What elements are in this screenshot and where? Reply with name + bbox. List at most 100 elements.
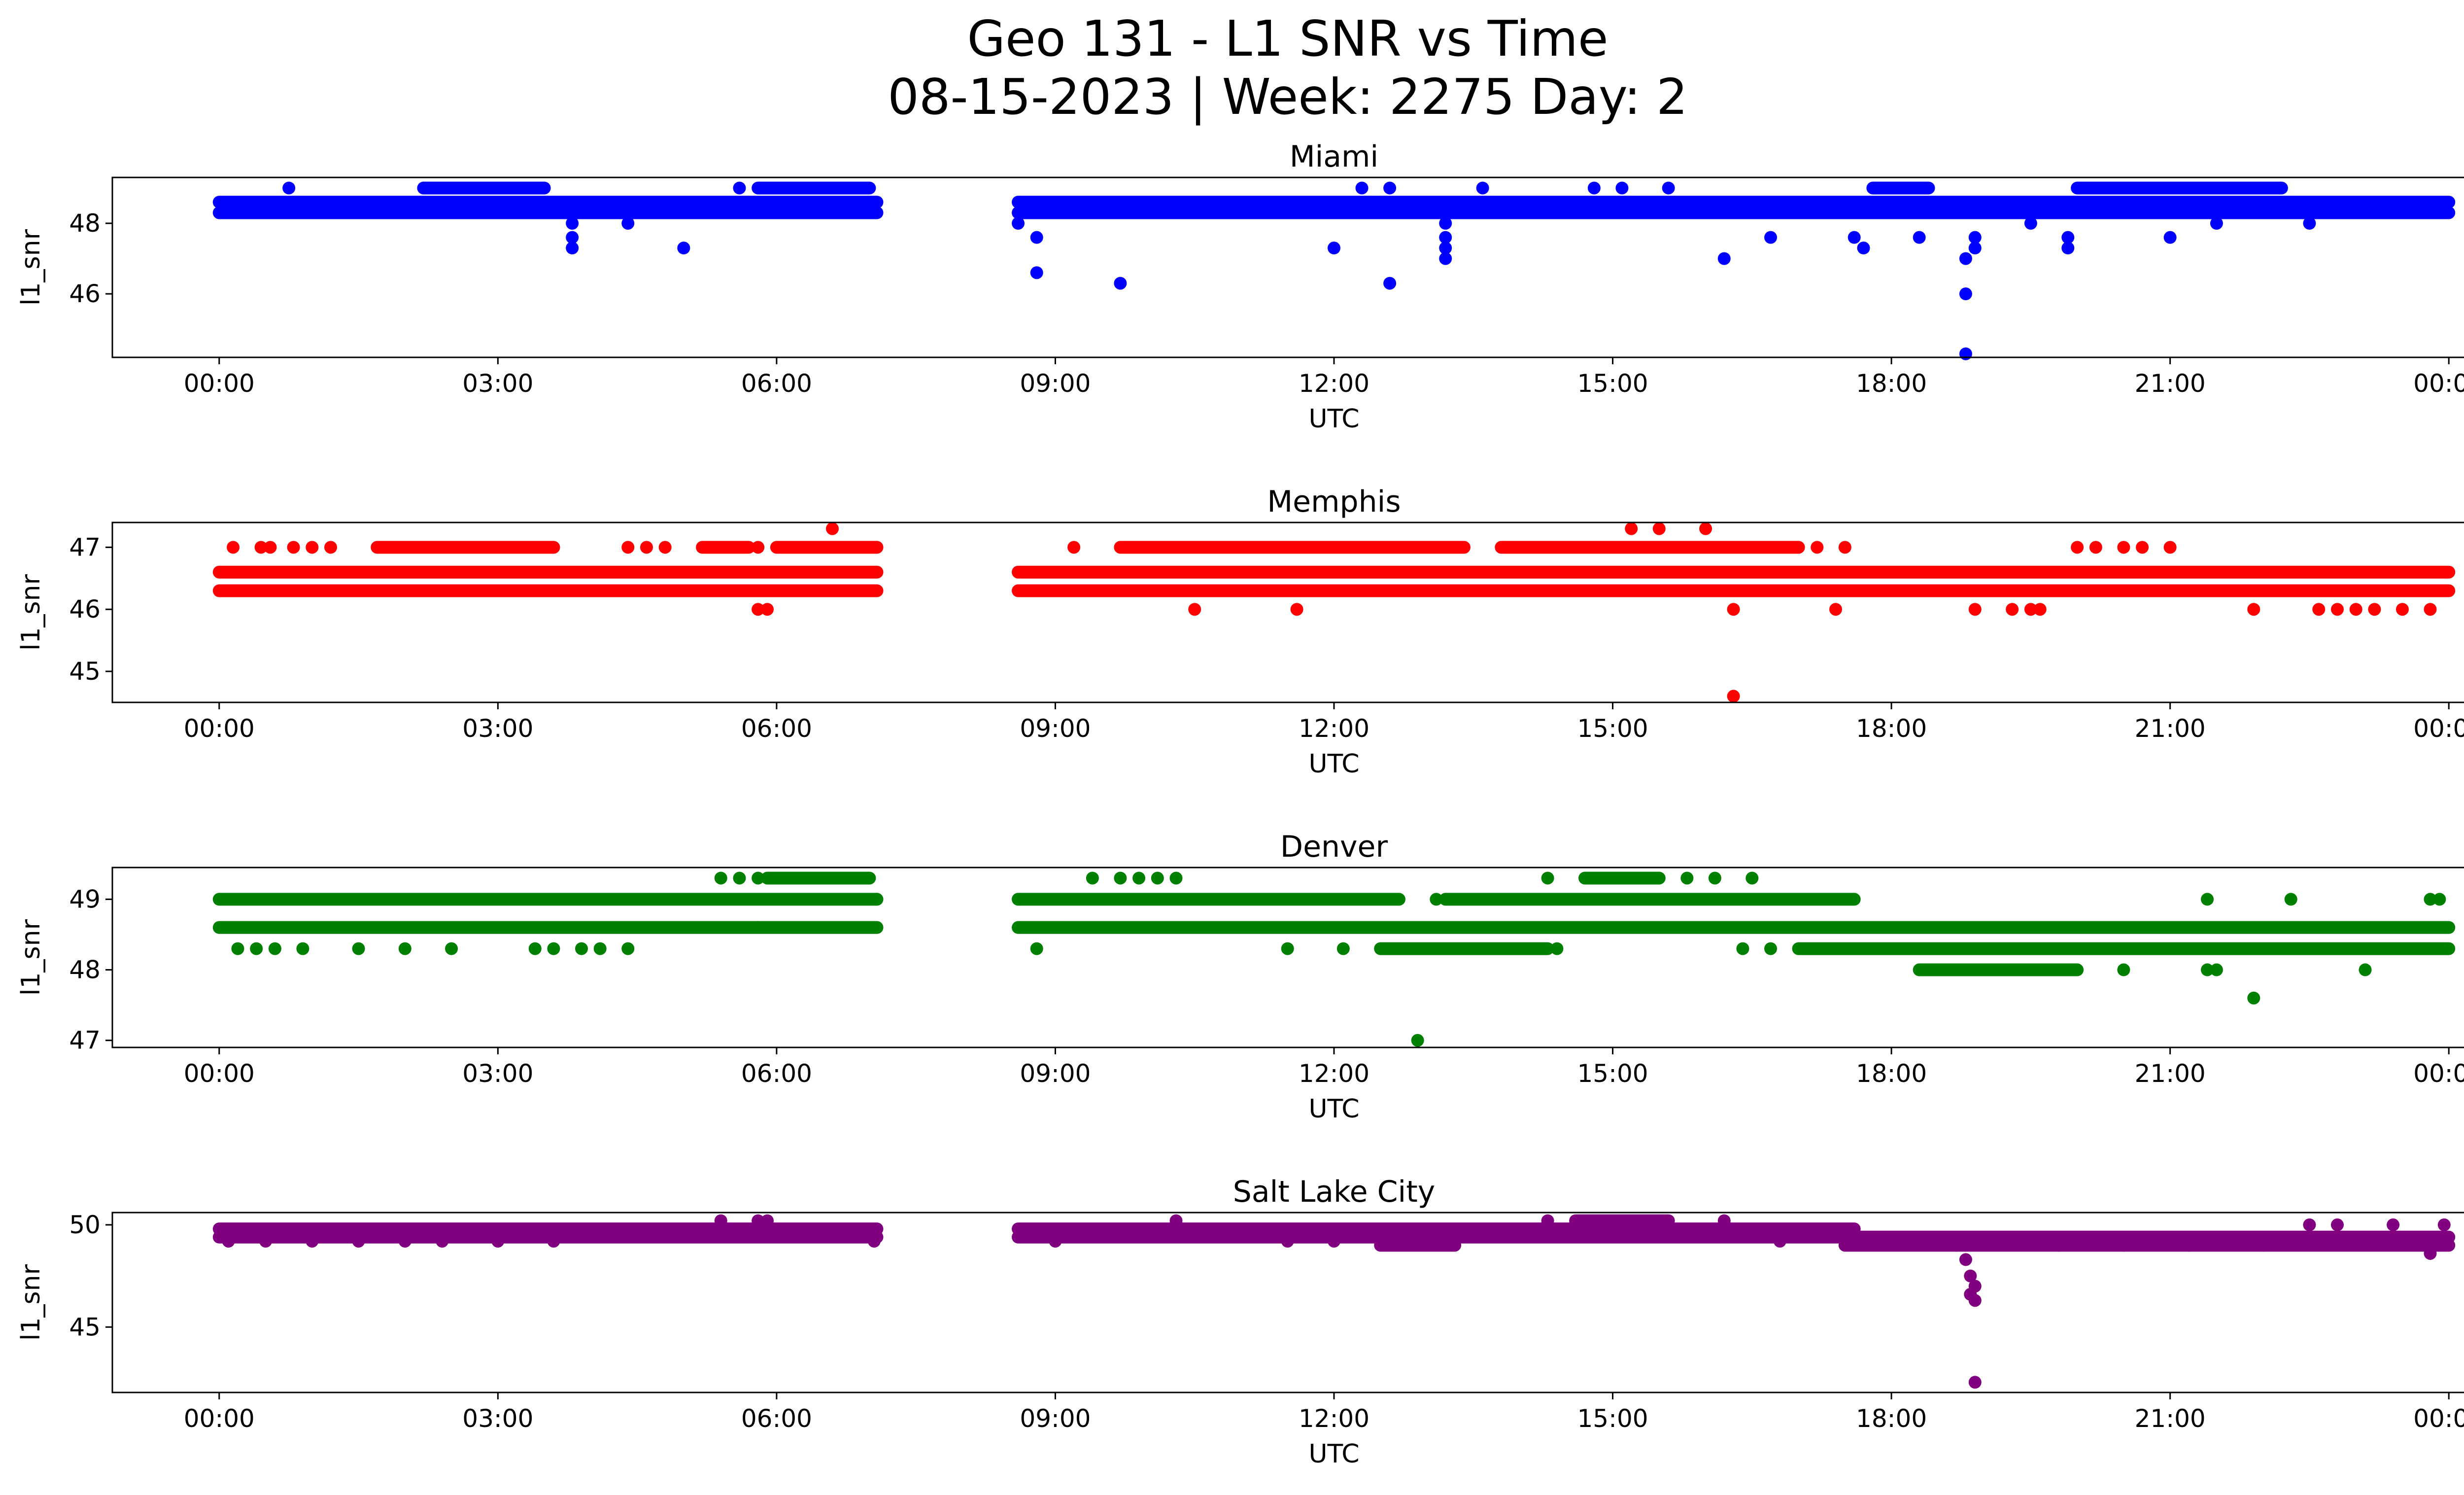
data-point [1328,242,1340,255]
data-point [1030,942,1043,955]
data-point-cluster [1374,942,1554,955]
data-point [1964,1269,1977,1283]
data-point [398,1235,411,1248]
data-point [2006,603,2019,616]
data-point [254,541,268,554]
data-point [1848,231,1861,244]
y-tick-label: 48 [69,209,101,238]
data-point [1476,181,1489,195]
y-axis-label: l1_snr [16,229,46,306]
x-axis-label: UTC [1308,1094,1359,1124]
x-tick-label: 03:00 [462,714,533,743]
data-point [2247,603,2260,616]
data-point [352,1235,365,1248]
data-point [1764,942,1778,955]
data-point [1838,541,1851,554]
data-point-cluster [1578,871,1666,885]
data-point [1959,287,1972,301]
data-point [1959,252,1972,265]
data-point [1383,277,1397,290]
data-point-cluster [1012,1222,1861,1236]
x-tick-label: 21:00 [2135,1404,2206,1433]
data-point-cluster [212,584,884,597]
x-tick-label: 15:00 [1577,714,1648,743]
data-point [1328,1235,1340,1248]
x-tick-label: 03:00 [462,369,533,398]
data-point [1281,1235,1294,1248]
data-point [1114,277,1127,290]
y-tick-label: 47 [69,533,101,561]
data-point [1541,871,1554,885]
data-point [398,942,411,955]
data-point [231,942,244,955]
y-axis-label: l1_snr [16,1264,46,1341]
x-tick-label: 18:00 [1856,369,1927,398]
x-tick-label: 12:00 [1299,369,1369,398]
data-point [835,584,848,597]
x-tick-label: 21:00 [2135,369,2206,398]
y-tick-label: 46 [69,279,101,308]
data-point [250,942,263,955]
data-point [1727,603,1740,616]
data-point [826,522,839,535]
x-tick-label: 12:00 [1299,1059,1369,1088]
data-point [1086,871,1099,885]
data-point [2061,231,2075,244]
data-point-cluster [1114,541,1471,554]
data-point [2424,893,2437,906]
data-point [306,1235,319,1248]
data-point-cluster [1012,206,2456,219]
x-tick-label: 00:00 [184,1404,255,1433]
data-point [854,584,867,597]
x-tick-label: 00:00 [2413,1404,2464,1433]
data-point [2182,1239,2195,1252]
data-point-cluster [752,181,876,195]
data-point [752,603,765,616]
data-point [445,942,458,955]
x-axis-label: UTC [1308,404,1359,434]
x-tick-label: 03:00 [462,1404,533,1433]
data-point [2330,603,2344,616]
data-point [1439,231,1452,244]
data-point [2201,963,2214,976]
data-point [436,1235,449,1248]
data-point [2396,603,2409,616]
data-point [1615,181,1629,195]
data-point [1968,1294,1982,1307]
data-point [1625,522,1638,535]
data-point [2433,893,2446,906]
data-point-cluster [1012,565,2456,579]
data-point [2424,603,2437,616]
data-point [1913,231,1926,244]
data-point [761,1214,774,1227]
x-tick-label: 18:00 [1856,714,1927,743]
data-point [352,942,365,955]
data-point [1411,1034,1424,1047]
x-axis-label: UTC [1308,749,1359,779]
data-point-cluster [212,196,884,209]
data-point [1012,217,1025,230]
data-point [2359,963,2372,976]
data-point [1764,231,1778,244]
data-point [287,541,300,554]
data-point [1439,252,1452,265]
y-axis-label: l1_snr [16,574,46,651]
x-tick-label: 21:00 [2135,1059,2206,1088]
data-point [575,942,588,955]
y-axis-label: l1_snr [16,919,46,996]
x-tick-label: 06:00 [741,1059,812,1088]
data-point [227,541,240,554]
data-point [752,871,765,885]
data-point-cluster [770,541,884,554]
data-point [1680,871,1694,885]
data-point [2437,1218,2451,1231]
data-point [1968,242,1982,255]
x-tick-label: 09:00 [1020,1059,1091,1088]
data-point [1439,217,1452,230]
data-point [779,181,792,195]
x-tick-label: 00:00 [2413,1059,2464,1088]
x-tick-label: 18:00 [1856,1404,1927,1433]
data-point [752,1214,765,1227]
data-point [2368,603,2381,616]
